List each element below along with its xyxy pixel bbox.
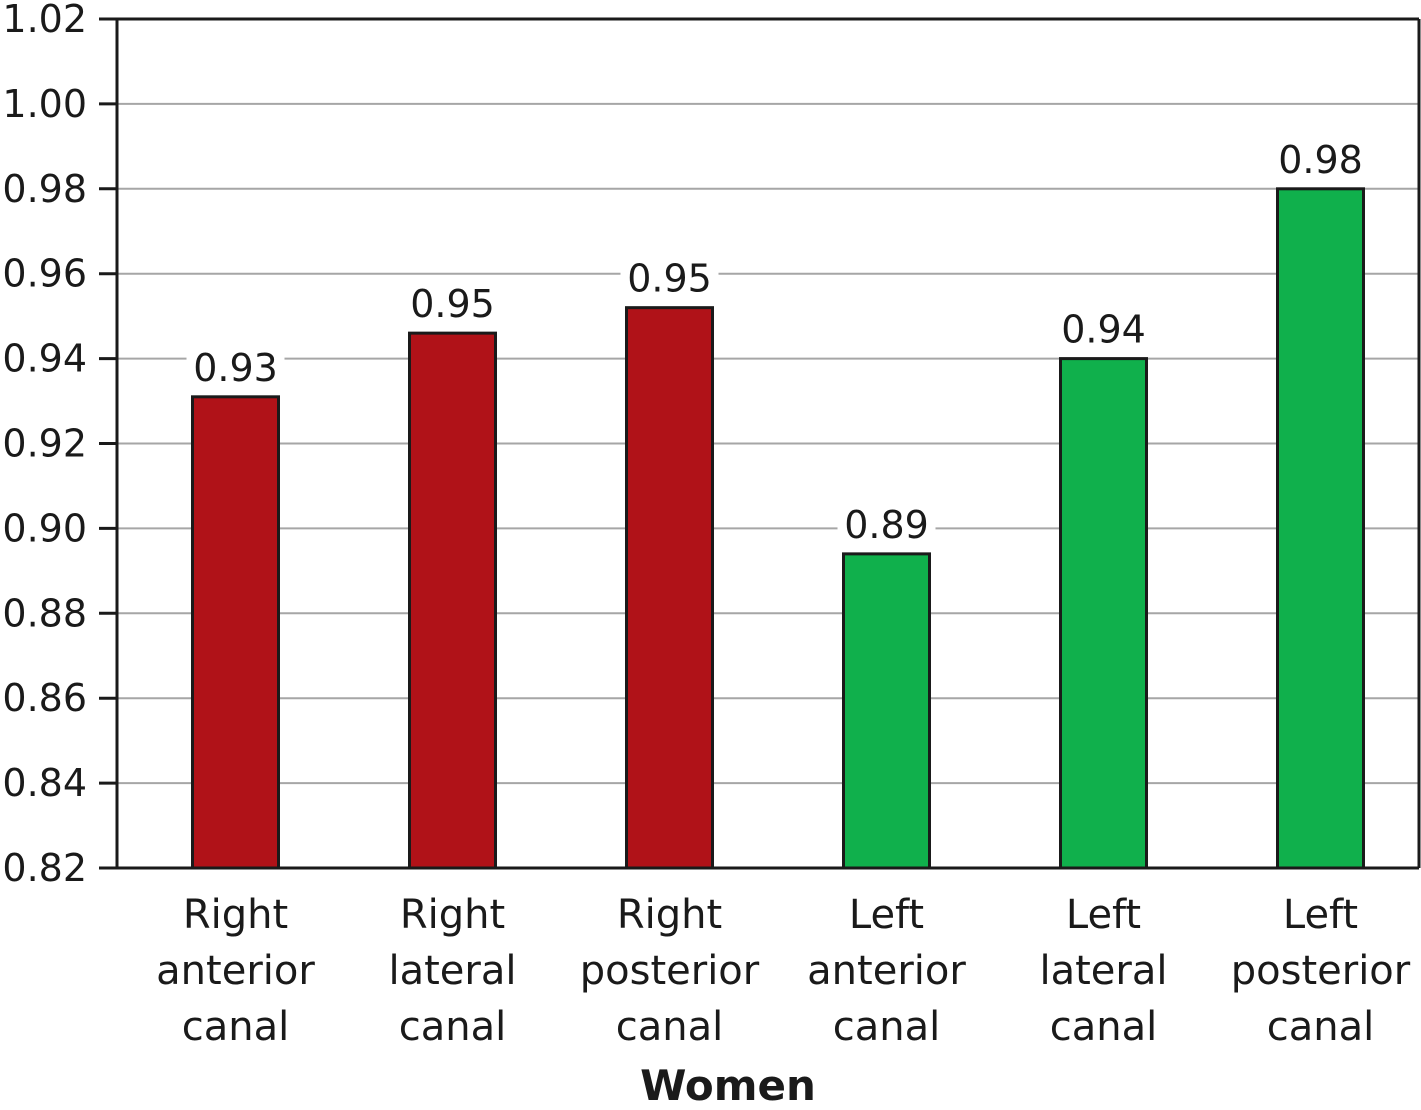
y-tick-label: 0.98 — [2, 167, 87, 211]
y-tick-label: 0.90 — [2, 506, 87, 550]
x-category-label: Right anterior canal — [156, 892, 315, 1050]
bar — [408, 331, 497, 870]
data-label: 0.98 — [1278, 138, 1363, 182]
y-tick-label: 0.88 — [2, 591, 87, 635]
x-axis-title: Women — [640, 1061, 816, 1110]
y-tick-label: 1.02 — [2, 0, 87, 41]
x-category-label: Right posterior canal — [580, 892, 760, 1050]
y-tick-label: 0.96 — [2, 252, 87, 296]
y-tick-label: 0.82 — [2, 846, 87, 890]
data-label: 0.94 — [1061, 308, 1146, 352]
data-label-background — [403, 281, 502, 326]
x-category-label: Right lateral canal — [389, 892, 517, 1050]
gridlines — [117, 102, 1419, 785]
y-tick-label: 1.00 — [2, 82, 87, 126]
y-tick-label: 0.84 — [2, 761, 87, 805]
y-tick-label: 0.92 — [2, 422, 87, 466]
x-axis-categories: Right anterior canal Right lateral canal Right… — [156, 892, 1411, 1050]
x-category-label: Left posterior canal — [1231, 892, 1411, 1050]
data-label-background — [1271, 136, 1370, 181]
x-category-label: Left anterior canal — [807, 892, 966, 1050]
data-label-background — [837, 501, 936, 546]
data-label-background — [620, 255, 719, 300]
x-category-label: Left lateral canal — [1040, 892, 1168, 1050]
data-labels: 0.93 0.95 0.95 0.89 0.94 0.98 — [186, 136, 1370, 547]
data-label: 0.95 — [627, 257, 712, 301]
y-axis-ticks: 0.82 0.84 0.86 0.88 0.90 0.92 0.94 0.96 0.98 1.00… — [2, 0, 117, 890]
y-tick-label: 0.86 — [2, 676, 87, 720]
bars — [191, 187, 1365, 870]
bar — [842, 552, 931, 870]
data-label: 0.93 — [193, 346, 278, 390]
bar — [191, 395, 280, 870]
data-label-background — [1054, 306, 1153, 351]
y-tick-label: 0.94 — [2, 337, 87, 381]
data-label: 0.95 — [410, 282, 495, 326]
data-label: 0.89 — [844, 503, 929, 547]
bar — [1276, 187, 1365, 870]
bar — [1059, 357, 1148, 870]
bar — [625, 306, 714, 870]
data-label-background — [186, 344, 285, 389]
